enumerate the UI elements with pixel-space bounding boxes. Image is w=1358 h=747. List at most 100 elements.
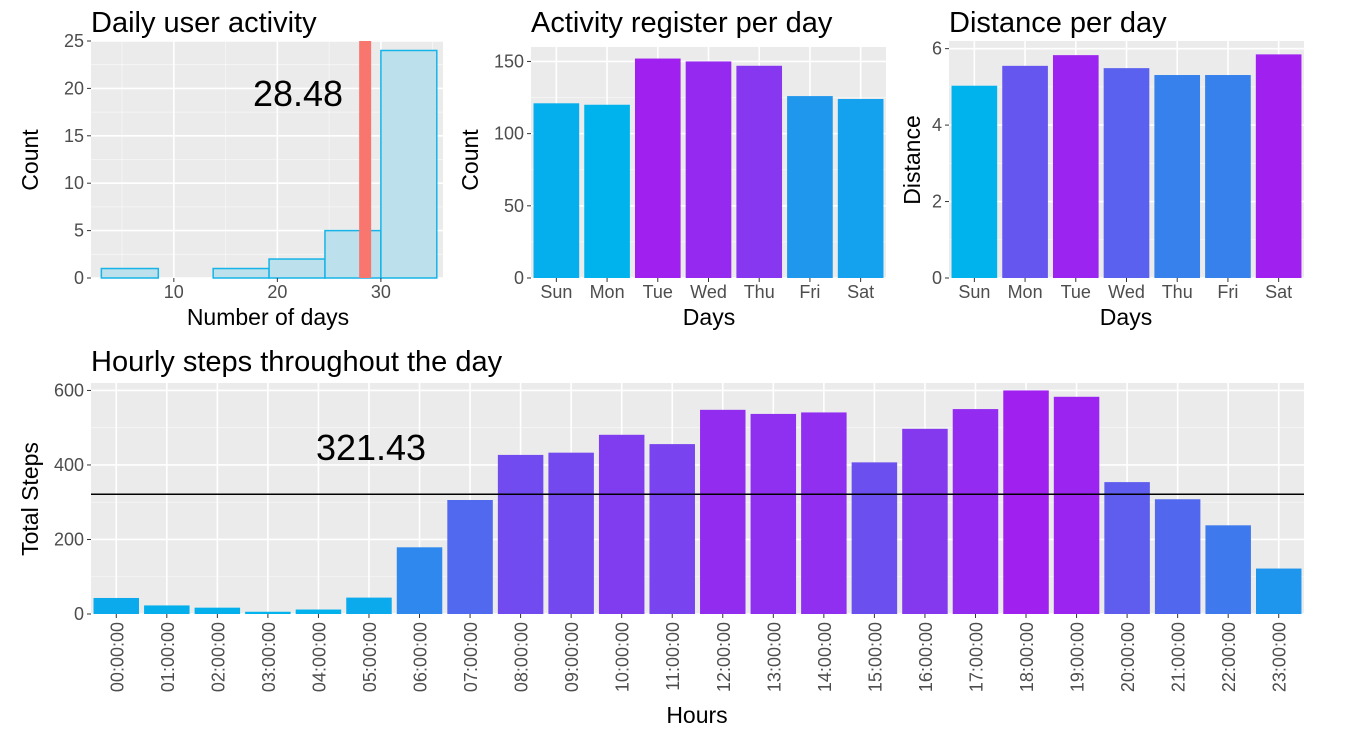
hourly-y-tick-label: 200 [54, 529, 84, 549]
hourly-x-tick-label: 05:00:00 [360, 622, 380, 692]
daily-mean-line [359, 41, 372, 278]
hourly-bar-220000 [1205, 525, 1251, 614]
distance-bar-thu [1154, 75, 1201, 278]
register-bar-sun [533, 103, 580, 279]
register-bar-tue [634, 58, 681, 278]
hourly-bar-050000 [346, 597, 392, 614]
register-bar-sat [837, 98, 884, 278]
daily-y-tick-label: 0 [74, 268, 84, 288]
distance-x-tick-label: Wed [1108, 282, 1145, 302]
hourly-y-tick-label: 0 [74, 604, 84, 624]
hourly-chart-title: Hourly steps throughout the day [91, 346, 503, 378]
hourly-x-tick-label: 06:00:00 [411, 622, 431, 692]
register-x-tick-label: Tue [643, 282, 673, 302]
distance-x-tick-label: Fri [1217, 282, 1238, 302]
distance-x-tick-label: Thu [1162, 282, 1193, 302]
register-y-tick-label: 0 [514, 268, 524, 288]
hourly-bar-160000 [902, 428, 948, 614]
register-x-tick-label: Thu [744, 282, 775, 302]
hourly-bar-180000 [1003, 390, 1049, 614]
hourly-x-tick-label: 14:00:00 [815, 622, 835, 692]
hourly-x-tick-label: 15:00:00 [865, 622, 885, 692]
distance-x-tick-label: Tue [1061, 282, 1091, 302]
hourly-x-axis-title: Hours [666, 702, 727, 728]
daily-histogram-bar-2 [212, 267, 270, 279]
daily-y-tick-label: 25 [64, 31, 84, 51]
distance-chart-title: Distance per day [949, 7, 1167, 39]
distance-y-tick-label: 2 [932, 192, 942, 212]
daily-histogram-bar-5 [380, 49, 438, 279]
hourly-x-tick-label: 04:00:00 [309, 622, 329, 692]
hourly-plot-layer: 0 200 400 600 00:00:00 01:00:00 02:00:00 03:00:… [54, 380, 1304, 692]
hourly-bar-070000 [447, 499, 493, 614]
distance-x-tick-label: Sat [1265, 282, 1292, 302]
register-x-tick-label: Mon [590, 282, 625, 302]
distance-bar-sun [951, 85, 998, 279]
activity-register-chart: 0 50 100 150 Sun Mon Tue Wed Thu Fri Sat Activity … [457, 7, 886, 330]
distance-bar-fri [1205, 75, 1251, 278]
hourly-x-tick-label: 09:00:00 [562, 622, 582, 692]
hourly-x-tick-label: 10:00:00 [613, 622, 633, 692]
daily-histogram-bar-4 [324, 229, 382, 279]
daily-x-axis-title: Number of days [187, 304, 349, 330]
daily-y-tick-label: 5 [74, 221, 84, 241]
register-plot-layer: 0 50 100 150 Sun Mon Tue Wed Thu Fri Sat [494, 47, 886, 302]
daily-y-axis-title: Count [17, 129, 43, 191]
hourly-y-tick-label: 400 [54, 455, 84, 475]
register-bar-wed [685, 61, 732, 278]
distance-y-tick-label: 6 [932, 39, 942, 59]
daily-x-tick-label: 10 [164, 282, 184, 302]
register-x-tick-label: Sat [847, 282, 874, 302]
hourly-y-axis-title: Total Steps [17, 442, 43, 556]
daily-histogram-bar-3 [268, 258, 326, 279]
hourly-x-tick-label: 19:00:00 [1068, 622, 1088, 692]
hourly-bar-200000 [1104, 482, 1150, 614]
hourly-bar-010000 [144, 605, 190, 614]
hourly-x-tick-label: 07:00:00 [461, 622, 481, 692]
hourly-bar-170000 [952, 409, 999, 614]
register-bar-fri [787, 96, 833, 279]
hourly-x-tick-label: 00:00:00 [107, 622, 127, 692]
daily-chart-title: Daily user activity [91, 7, 317, 39]
hourly-x-tick-label: 20:00:00 [1118, 622, 1138, 692]
hourly-bar-130000 [750, 413, 797, 614]
distance-bar-sat [1255, 54, 1302, 279]
hourly-reference-annotation: 321.43 [316, 427, 426, 468]
hourly-x-tick-label: 21:00:00 [1169, 622, 1189, 692]
hourly-x-tick-label: 23:00:00 [1270, 622, 1290, 692]
hourly-bar-040000 [295, 609, 342, 614]
hourly-bar-020000 [194, 607, 241, 614]
hourly-bar-150000 [851, 462, 898, 614]
hourly-x-tick-label: 02:00:00 [208, 622, 228, 692]
register-y-tick-label: 50 [504, 196, 524, 216]
daily-x-tick-label: 30 [371, 282, 391, 302]
hourly-bar-230000 [1255, 568, 1302, 614]
hourly-bar-210000 [1154, 499, 1201, 614]
daily-plot-layer: 0 5 10 15 20 25 10 20 30 [64, 31, 443, 302]
register-chart-title: Activity register per day [531, 7, 833, 39]
daily-y-tick-label: 20 [64, 78, 84, 98]
daily-x-tick-label: 20 [267, 282, 287, 302]
register-x-axis-title: Days [683, 304, 735, 330]
distance-x-tick-label: Sun [958, 282, 990, 302]
hourly-bar-060000 [396, 547, 443, 614]
register-x-tick-label: Sun [540, 282, 572, 302]
hourly-bar-030000 [245, 611, 291, 614]
distance-per-day-chart: 0 2 4 6 Sun Mon Tue Wed Thu Fri Sat Distance per d… [899, 7, 1304, 330]
hourly-x-tick-label: 22:00:00 [1219, 622, 1239, 692]
hourly-bar-120000 [700, 409, 746, 614]
distance-bar-tue [1052, 55, 1099, 278]
distance-y-tick-label: 0 [932, 268, 942, 288]
hourly-x-tick-label: 13:00:00 [764, 622, 784, 692]
hourly-x-tick-label: 11:00:00 [663, 622, 683, 691]
hourly-x-tick-label: 17:00:00 [966, 622, 986, 692]
register-x-tick-label: Wed [690, 282, 727, 302]
hourly-x-tick-label: 18:00:00 [1017, 622, 1037, 692]
daily-mean-annotation: 28.48 [253, 73, 343, 114]
daily-user-activity-chart: 0 5 10 15 20 25 10 20 30 Daily user activity Num… [17, 7, 443, 330]
register-x-tick-label: Fri [799, 282, 820, 302]
hourly-x-tick-label: 12:00:00 [714, 622, 734, 692]
daily-histogram-bar-0 [100, 267, 160, 279]
